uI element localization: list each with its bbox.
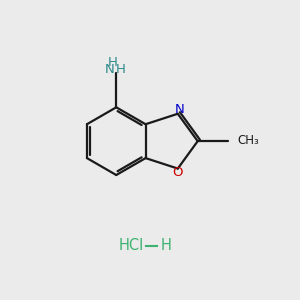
Text: O: O xyxy=(172,167,183,179)
Text: N: N xyxy=(174,103,184,116)
Text: HCl: HCl xyxy=(119,238,144,253)
Text: CH₃: CH₃ xyxy=(237,134,259,147)
Text: N: N xyxy=(105,62,115,76)
Text: H: H xyxy=(160,238,171,253)
Text: H: H xyxy=(116,62,126,76)
Text: H: H xyxy=(108,56,118,69)
